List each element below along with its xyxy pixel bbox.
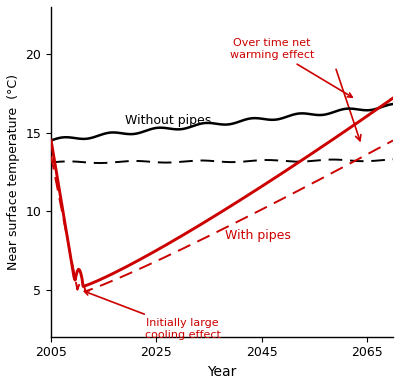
Text: With pipes: With pipes bbox=[225, 229, 290, 242]
Y-axis label: Near surface temperature  (°C): Near surface temperature (°C) bbox=[7, 74, 20, 270]
X-axis label: Year: Year bbox=[207, 365, 237, 379]
Text: Over time net
warming effect: Over time net warming effect bbox=[230, 38, 352, 97]
Text: Without pipes: Without pipes bbox=[125, 114, 211, 127]
Text: Initially large
cooling effect: Initially large cooling effect bbox=[84, 291, 220, 340]
